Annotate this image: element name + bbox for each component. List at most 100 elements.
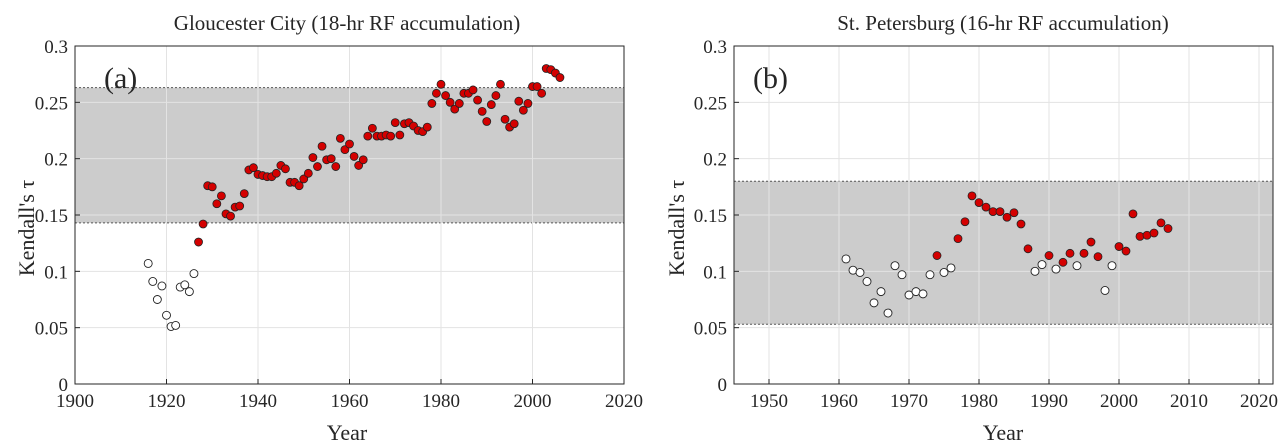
- panel-a-significant-point: [294, 181, 304, 191]
- panel-a-significant-point: [317, 141, 327, 151]
- panel-a-y-tick-label: 0.25: [35, 93, 68, 114]
- panel-a-nonsignificant-point: [184, 287, 194, 297]
- panel-b-x-tick-label: 1980: [960, 391, 998, 412]
- panel-b-significant-point: [1009, 208, 1019, 218]
- panel-a-significant-point: [532, 82, 542, 91]
- panel-a-significant-point: [313, 162, 322, 171]
- panel-a-significant-point: [331, 162, 341, 171]
- panel-b-nonsignificant-point: [1100, 286, 1110, 295]
- panel-a-significant-point: [340, 145, 350, 155]
- panel-a-significant-point: [226, 211, 235, 221]
- panel-b-nonsignificant-point: [1107, 261, 1117, 271]
- panel-a-significant-point: [477, 106, 487, 116]
- panel-b-x-tick-label: 1960: [820, 391, 858, 412]
- panel-b-y-tick-label: 0.15: [694, 206, 727, 227]
- panel-a-significant-point: [395, 130, 405, 140]
- panel-a-points: [143, 64, 565, 331]
- panel-a-significant-point: [239, 189, 249, 198]
- panel-a-y-tick-label: 0.15: [35, 206, 68, 227]
- panel-b-x-tick-label: 1950: [750, 391, 788, 412]
- panel-a-significant-point: [349, 152, 359, 161]
- panel-b-nonsignificant-point: [883, 308, 893, 318]
- panel-b-axes-frame: [733, 45, 1274, 385]
- panel-b-x-tick-label: 2010: [1170, 391, 1208, 412]
- panel-b-nonsignificant-point: [1051, 264, 1061, 274]
- panel-a-y-tick-label: 0.05: [35, 319, 68, 340]
- panel-a-x-tick-label: 1920: [148, 391, 186, 412]
- panel-a-significant-point: [537, 88, 547, 98]
- panel-a-significant-point: [216, 191, 226, 201]
- panel-a-significant-point: [207, 182, 217, 192]
- panel-b-nonsignificant-point: [890, 261, 900, 271]
- panel-a-x-tick-label: 1940: [239, 391, 277, 412]
- panel-a-significant-point: [436, 79, 446, 89]
- panel-b-x-tick-label: 1970: [890, 391, 928, 412]
- panel-a-significant-point: [303, 168, 313, 178]
- panel-a-label: (a): [104, 62, 137, 95]
- panel-a-nonsignificant-point: [152, 295, 162, 304]
- panel-b-significant-point: [1093, 252, 1103, 262]
- panel-a-significant-point: [441, 91, 450, 100]
- panel-a-significant-point: [358, 155, 368, 165]
- panel-a-significant-point: [271, 168, 281, 178]
- panel-b-significant-point: [1079, 248, 1089, 258]
- panel-b-nonsignificant-point: [925, 270, 935, 280]
- panel-a-x-tick-label: 2020: [605, 391, 643, 412]
- panel-a-significant-point: [354, 161, 364, 170]
- panel-a-nonsignificant-point: [143, 258, 153, 268]
- panel-a-significant-point: [212, 199, 222, 209]
- panel-a-significant-point: [326, 154, 336, 164]
- panel-a-significant-point: [308, 153, 318, 162]
- panel-a-significant-point: [432, 88, 441, 98]
- panel-b-significant-point: [981, 202, 991, 212]
- panel-a-significant-point: [249, 163, 258, 173]
- panel-b-significant-point: [1156, 218, 1166, 228]
- panel-b-significant-point: [1058, 257, 1068, 267]
- panel-a-nonsignificant-point: [162, 310, 171, 320]
- panel-b-significant-point: [974, 198, 984, 208]
- panel-b-y-tick-label: 0.25: [694, 93, 727, 114]
- panel-b-significant-point: [1163, 224, 1173, 233]
- panel-a-significant-point: [422, 122, 432, 132]
- panel-b-title: St. Petersburg (16-hr RF accumulation): [837, 11, 1168, 35]
- panel-a-significant-point: [363, 131, 373, 141]
- panel-b-y-axis-label: Kendall's τ: [664, 180, 689, 277]
- panel-b-significant-point: [1086, 237, 1096, 247]
- panel-b-significant-point: [1002, 212, 1012, 222]
- panel-a-significant-point: [555, 73, 565, 82]
- panel-b-y-tick-label: 0.1: [703, 262, 727, 283]
- panel-b-nonsignificant-point: [897, 270, 907, 280]
- panel-b-nonsignificant-point: [1037, 260, 1047, 270]
- panel-b-axis-ticks: 1950 1960 1970 1980 1990 2000 2010 2020 0 0.05 0.1…: [694, 37, 1278, 412]
- panel-b-nonsignificant-point: [939, 268, 949, 277]
- panel-a-significant-point: [299, 174, 309, 184]
- panel-a-title: Gloucester City (18-hr RF accumulation): [174, 11, 520, 35]
- panel-b-significant-point: [995, 207, 1005, 217]
- panel-a-significant-point: [523, 99, 533, 108]
- panel-a-significant-point: [518, 105, 528, 115]
- panel-b-significant-point: [1121, 246, 1131, 256]
- panel-a-significant-point: [427, 99, 437, 108]
- panel-a-y-tick-label: 0.3: [44, 37, 68, 58]
- panel-b-significant-point: [932, 251, 942, 260]
- panel-a-significant-point: [514, 96, 524, 106]
- panel-b-nonsignificant-point: [1030, 266, 1040, 276]
- panel-a-significant-point: [491, 91, 501, 100]
- panel-a-x-tick-label: 1980: [422, 391, 460, 412]
- panel-a-x-tick-label: 1960: [331, 391, 369, 412]
- panel-b-points: [841, 191, 1173, 318]
- panel-b-nonsignificant-point: [841, 254, 851, 264]
- panel-a-significant-point: [500, 114, 510, 124]
- panel-a-nonsignificant-point: [171, 320, 181, 330]
- panel-a-nonsignificant-point: [157, 281, 167, 291]
- panel-a-significant-point: [235, 201, 245, 211]
- panel-a-significant-point: [450, 104, 460, 114]
- panel-b-significant-point: [1114, 242, 1124, 251]
- panel-a-nonsignificant-point: [180, 280, 190, 290]
- panel-b-x-tick-label: 2000: [1100, 391, 1138, 412]
- panel-b-y-tick-label: 0.2: [703, 150, 727, 171]
- panel-a-significant-point: [390, 118, 400, 128]
- panel-a-nonsignificant-point: [189, 269, 199, 279]
- panel-a-axes-frame: [74, 45, 625, 385]
